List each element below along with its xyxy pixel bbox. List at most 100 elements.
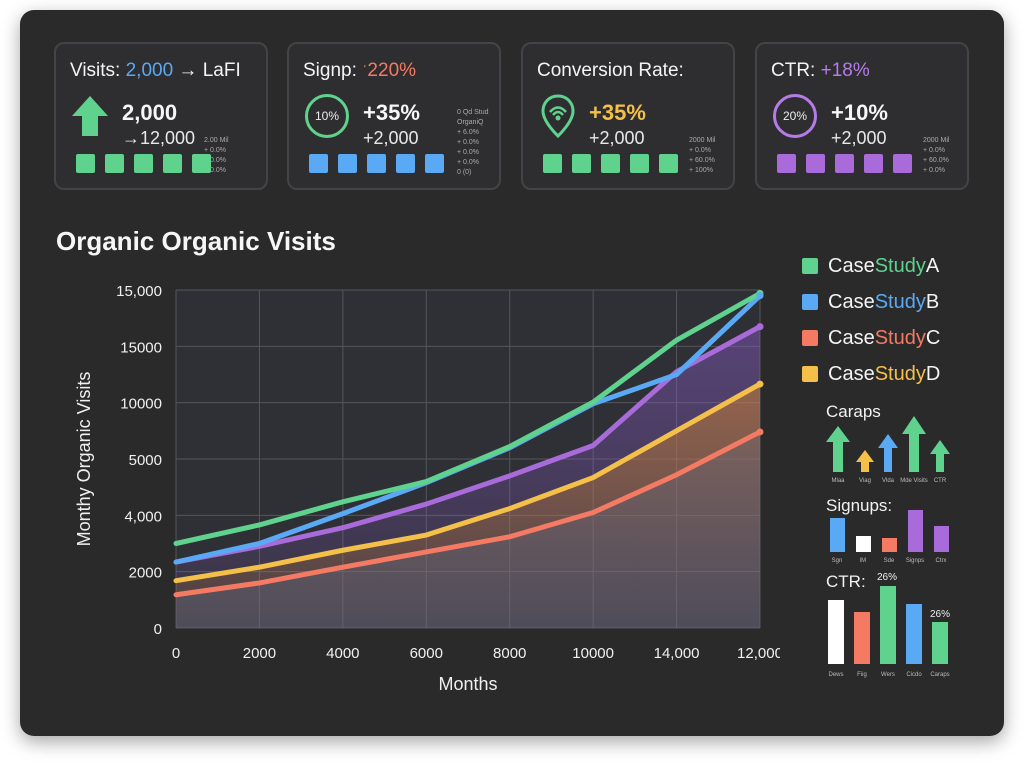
- mini-top-label: 26%: [930, 609, 950, 620]
- kpi-subvalue: +2,000: [589, 128, 645, 148]
- kpi-value: +35%: [589, 100, 646, 125]
- kpi-value: +10%: [831, 100, 888, 125]
- legend-item[interactable]: Case Study B: [802, 284, 940, 320]
- data-point: [756, 323, 764, 331]
- mini-bar: [828, 600, 844, 664]
- x-tick-label: 14,000: [654, 645, 700, 662]
- mini-bar: [882, 538, 897, 552]
- mini-label: Fiig: [857, 672, 867, 678]
- mini-label: Dews: [828, 672, 843, 678]
- series-line: [173, 290, 763, 546]
- y-tick-label: 5000: [129, 452, 162, 469]
- up-arrow-icon: [826, 426, 850, 472]
- mini-bar: [830, 518, 845, 552]
- mini-label: Wers: [881, 672, 895, 678]
- legend-item[interactable]: Case Study C: [802, 320, 940, 356]
- card-title: Signp: ˑ220%: [303, 60, 417, 81]
- percent-circle-icon: 20%: [773, 94, 817, 138]
- kpi-subvalue: +2,000: [363, 128, 419, 148]
- data-point: [756, 428, 764, 436]
- mini-chart-title: Signups:: [826, 496, 893, 515]
- chart-title: Organic Organic Visits: [56, 226, 336, 256]
- percent-circle-icon: 10%: [305, 94, 349, 138]
- x-tick-label: 10000: [572, 645, 614, 662]
- x-tick-label: 4000: [326, 645, 359, 662]
- kpi-mini-stats: 2000 Mil + 0.0% + 60.0% + 100%: [689, 137, 716, 174]
- chart-legend: Case Study A Case Study B Case Study C C…: [802, 248, 940, 392]
- kpi-mini-stats: 2000 Mil + 0.0% + 60.0% + 0.0%: [923, 137, 950, 174]
- y-axis-label: Monthy Organic Visits: [74, 372, 94, 547]
- mini-label: Signps: [906, 558, 924, 564]
- mini-bar: [854, 612, 870, 664]
- x-tick-label: 8000: [493, 645, 526, 662]
- card-title: CTR: +18%: [771, 60, 870, 81]
- mini-label: Sgn: [832, 558, 843, 564]
- x-tick-label: 12,000: [737, 645, 780, 662]
- y-tick-label: 2000: [129, 565, 162, 582]
- mini-label: Caraps: [930, 672, 949, 678]
- up-arrow-icon: [878, 434, 898, 472]
- y-tick-label: 10000: [120, 396, 162, 413]
- mini-label: lM: [860, 558, 866, 564]
- y-tick-label: 0: [154, 621, 162, 638]
- mini-bar: [934, 526, 949, 552]
- kpi-card-signups[interactable]: Signp: ˑ220% 10% +35% +2,000 0 Qd Stud Or…: [287, 42, 501, 190]
- mini-arrow-chart: Mlaa Viag Vlda Mde Visits CTR: [826, 416, 950, 484]
- kpi-subvalue: →12,000: [122, 128, 196, 148]
- kpi-mini-stats: 0 Qd Stud OrganiQ + 6.0% + 0.0% + 0.0% + 0.0%…: [457, 109, 489, 176]
- mini-label: Mlaa: [831, 478, 845, 484]
- mini-label: Ctrx: [936, 558, 947, 564]
- mini-bar-chart: 26% 26% Dews Fiig Wers Cicdo Caraps: [828, 572, 950, 678]
- kpi-card-conversion[interactable]: Conversion Rate: +35% +2,000 2000 Mil + 0…: [521, 42, 735, 190]
- kpi-squares: [543, 154, 678, 173]
- area-fill: [176, 431, 760, 628]
- location-pin-icon: [541, 94, 575, 138]
- mini-label: Viag: [859, 478, 871, 484]
- mini-bar: [932, 622, 948, 664]
- mini-label: CTR: [934, 478, 947, 484]
- dashboard-panel: Visits: 2,000 → LaFI 2,000 →12,000 2.00 …: [20, 10, 1004, 736]
- mini-label: Cicdo: [906, 672, 922, 678]
- kpi-subvalue: +2,000: [831, 128, 887, 148]
- kpi-squares: [76, 154, 211, 173]
- series-line: [173, 324, 763, 565]
- mini-bar: [880, 586, 896, 664]
- x-axis-label: Months: [438, 674, 497, 690]
- mini-chart-title: CTR:: [826, 572, 866, 591]
- mini-label: Vlda: [882, 478, 895, 484]
- mini-bar: [908, 510, 923, 552]
- line-chart: 0 2000 4,000 5000 10000 15000 15,000 0 2000 4000 6…: [74, 283, 780, 690]
- kpi-value: +35%: [363, 100, 420, 125]
- mini-chart-title: Caraps: [826, 402, 881, 421]
- y-tick-label: 15000: [120, 339, 162, 356]
- up-arrow-icon: [902, 416, 926, 472]
- kpi-value: 2,000: [122, 100, 178, 125]
- card-title: Visits: 2,000 → LaFI: [70, 60, 241, 81]
- up-arrow-icon: [72, 96, 108, 136]
- legend-item[interactable]: Case Study A: [802, 248, 940, 284]
- mini-bar: [856, 536, 871, 552]
- mini-label: Mde Visits: [900, 478, 928, 484]
- x-tick-label: 2000: [243, 645, 276, 662]
- up-arrow-icon: [930, 440, 950, 472]
- y-tick-label: 15,000: [116, 283, 162, 300]
- legend-item[interactable]: Case Study D: [802, 356, 940, 392]
- mini-bar-chart: Sgn lM Sde Signps Ctrx: [830, 510, 949, 564]
- data-point: [756, 292, 764, 300]
- series-line: [173, 381, 763, 584]
- mini-label: Sde: [884, 558, 895, 564]
- kpi-mini-stats: 2.00 Mil + 0.0% + 0.0% + 0.0%: [204, 137, 229, 174]
- mini-bar: [906, 604, 922, 664]
- x-tick-label: 6000: [410, 645, 443, 662]
- kpi-squares: [777, 154, 912, 173]
- mini-top-label: 26%: [877, 572, 897, 583]
- y-tick-label: 4,000: [124, 508, 162, 525]
- kpi-squares: [309, 154, 444, 173]
- series-line: [173, 429, 763, 598]
- kpi-card-visits[interactable]: Visits: 2,000 → LaFI 2,000 →12,000 2.00 …: [54, 42, 268, 190]
- data-point: [756, 380, 764, 388]
- card-title: Conversion Rate:: [537, 60, 684, 81]
- kpi-card-ctr[interactable]: CTR: +18% 20% +10% +2,000 2000 Mil + 0.0%…: [755, 42, 969, 190]
- up-arrow-icon: [856, 450, 874, 472]
- x-tick-label: 0: [172, 645, 180, 662]
